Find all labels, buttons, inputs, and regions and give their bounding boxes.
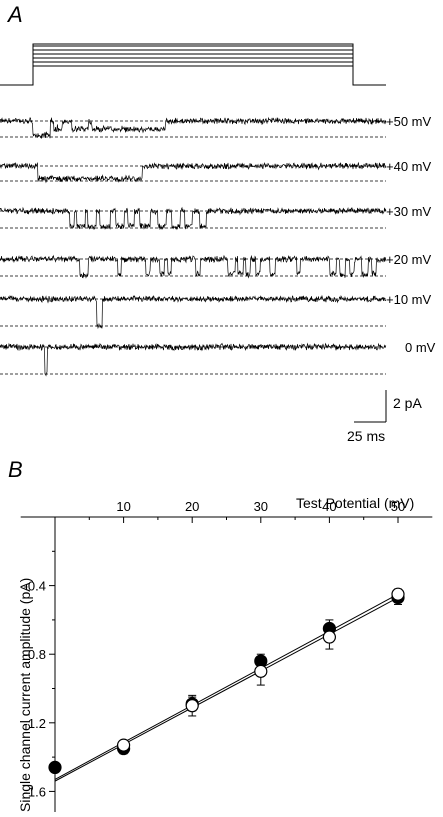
iv-axes: 10 20 30 40 50 -0.4 -0.8 -1.2 -1.6	[20, 499, 433, 812]
y-tick-label: -1.6	[24, 784, 46, 799]
voltage-protocol	[0, 43, 386, 86]
trace-voltage-label: +40 mV	[386, 159, 431, 174]
trace-voltage-label: 0 mV	[405, 340, 436, 355]
trace-voltage-label: +10 mV	[386, 292, 431, 307]
open-data-point	[254, 664, 268, 678]
protocol-outline	[0, 43, 386, 86]
iv-plot: 10 20 30 40 50 -0.4 -0.8 -1.2 -1.6 Test Potentia…	[17, 495, 433, 812]
y-tick-label: -0.8	[24, 647, 46, 662]
single-channel-traces: +50 mV +40 mV +30 mV +20 mV +10 mV 0 mV	[0, 114, 436, 377]
panel-a-label: A	[8, 2, 23, 27]
fit-line	[54, 597, 399, 782]
iv-fit-lines	[54, 593, 399, 782]
trace-voltage-label: +30 mV	[386, 204, 431, 219]
scale-bar-y-label: 2 pA	[393, 395, 422, 411]
trace-5: 0 mV	[0, 340, 436, 377]
trace-current	[0, 206, 387, 231]
trace-current	[0, 342, 387, 377]
x-tick-label: 30	[254, 499, 268, 514]
x-tick-label: 40	[322, 499, 336, 514]
iv-data-points	[48, 587, 405, 775]
trace-4: +10 mV	[0, 292, 431, 330]
open-data-point	[391, 587, 405, 601]
x-tick-label: 20	[185, 499, 199, 514]
scale-bar-x-label: 25 ms	[347, 428, 385, 444]
x-tick-label: 50	[391, 499, 405, 514]
open-data-point	[185, 699, 199, 713]
trace-current	[0, 161, 387, 184]
trace-current	[0, 116, 387, 139]
trace-2: +30 mV	[0, 204, 431, 231]
trace-1: +40 mV	[0, 159, 431, 184]
x-axis-title: Test Potential (mV)	[296, 495, 414, 511]
scale-bar: 2 pA 25 ms	[347, 390, 422, 444]
y-tick-label: -1.2	[24, 716, 46, 731]
filled-data-point	[48, 760, 62, 775]
y-tick-label: -0.4	[24, 579, 46, 594]
open-data-point	[116, 738, 131, 752]
open-data-point	[322, 630, 336, 644]
fit-line	[54, 593, 399, 780]
y-axis-title: Single channel current amplitude (pA)	[17, 578, 33, 812]
trace-voltage-label: +20 mV	[386, 252, 431, 267]
trace-current	[0, 294, 387, 330]
trace-voltage-label: +50 mV	[386, 114, 431, 129]
trace-3: +20 mV	[0, 252, 431, 279]
panel-b-label: B	[8, 457, 23, 482]
x-tick-label: 10	[116, 499, 130, 514]
trace-current	[0, 254, 387, 279]
trace-0: +50 mV	[0, 114, 431, 139]
